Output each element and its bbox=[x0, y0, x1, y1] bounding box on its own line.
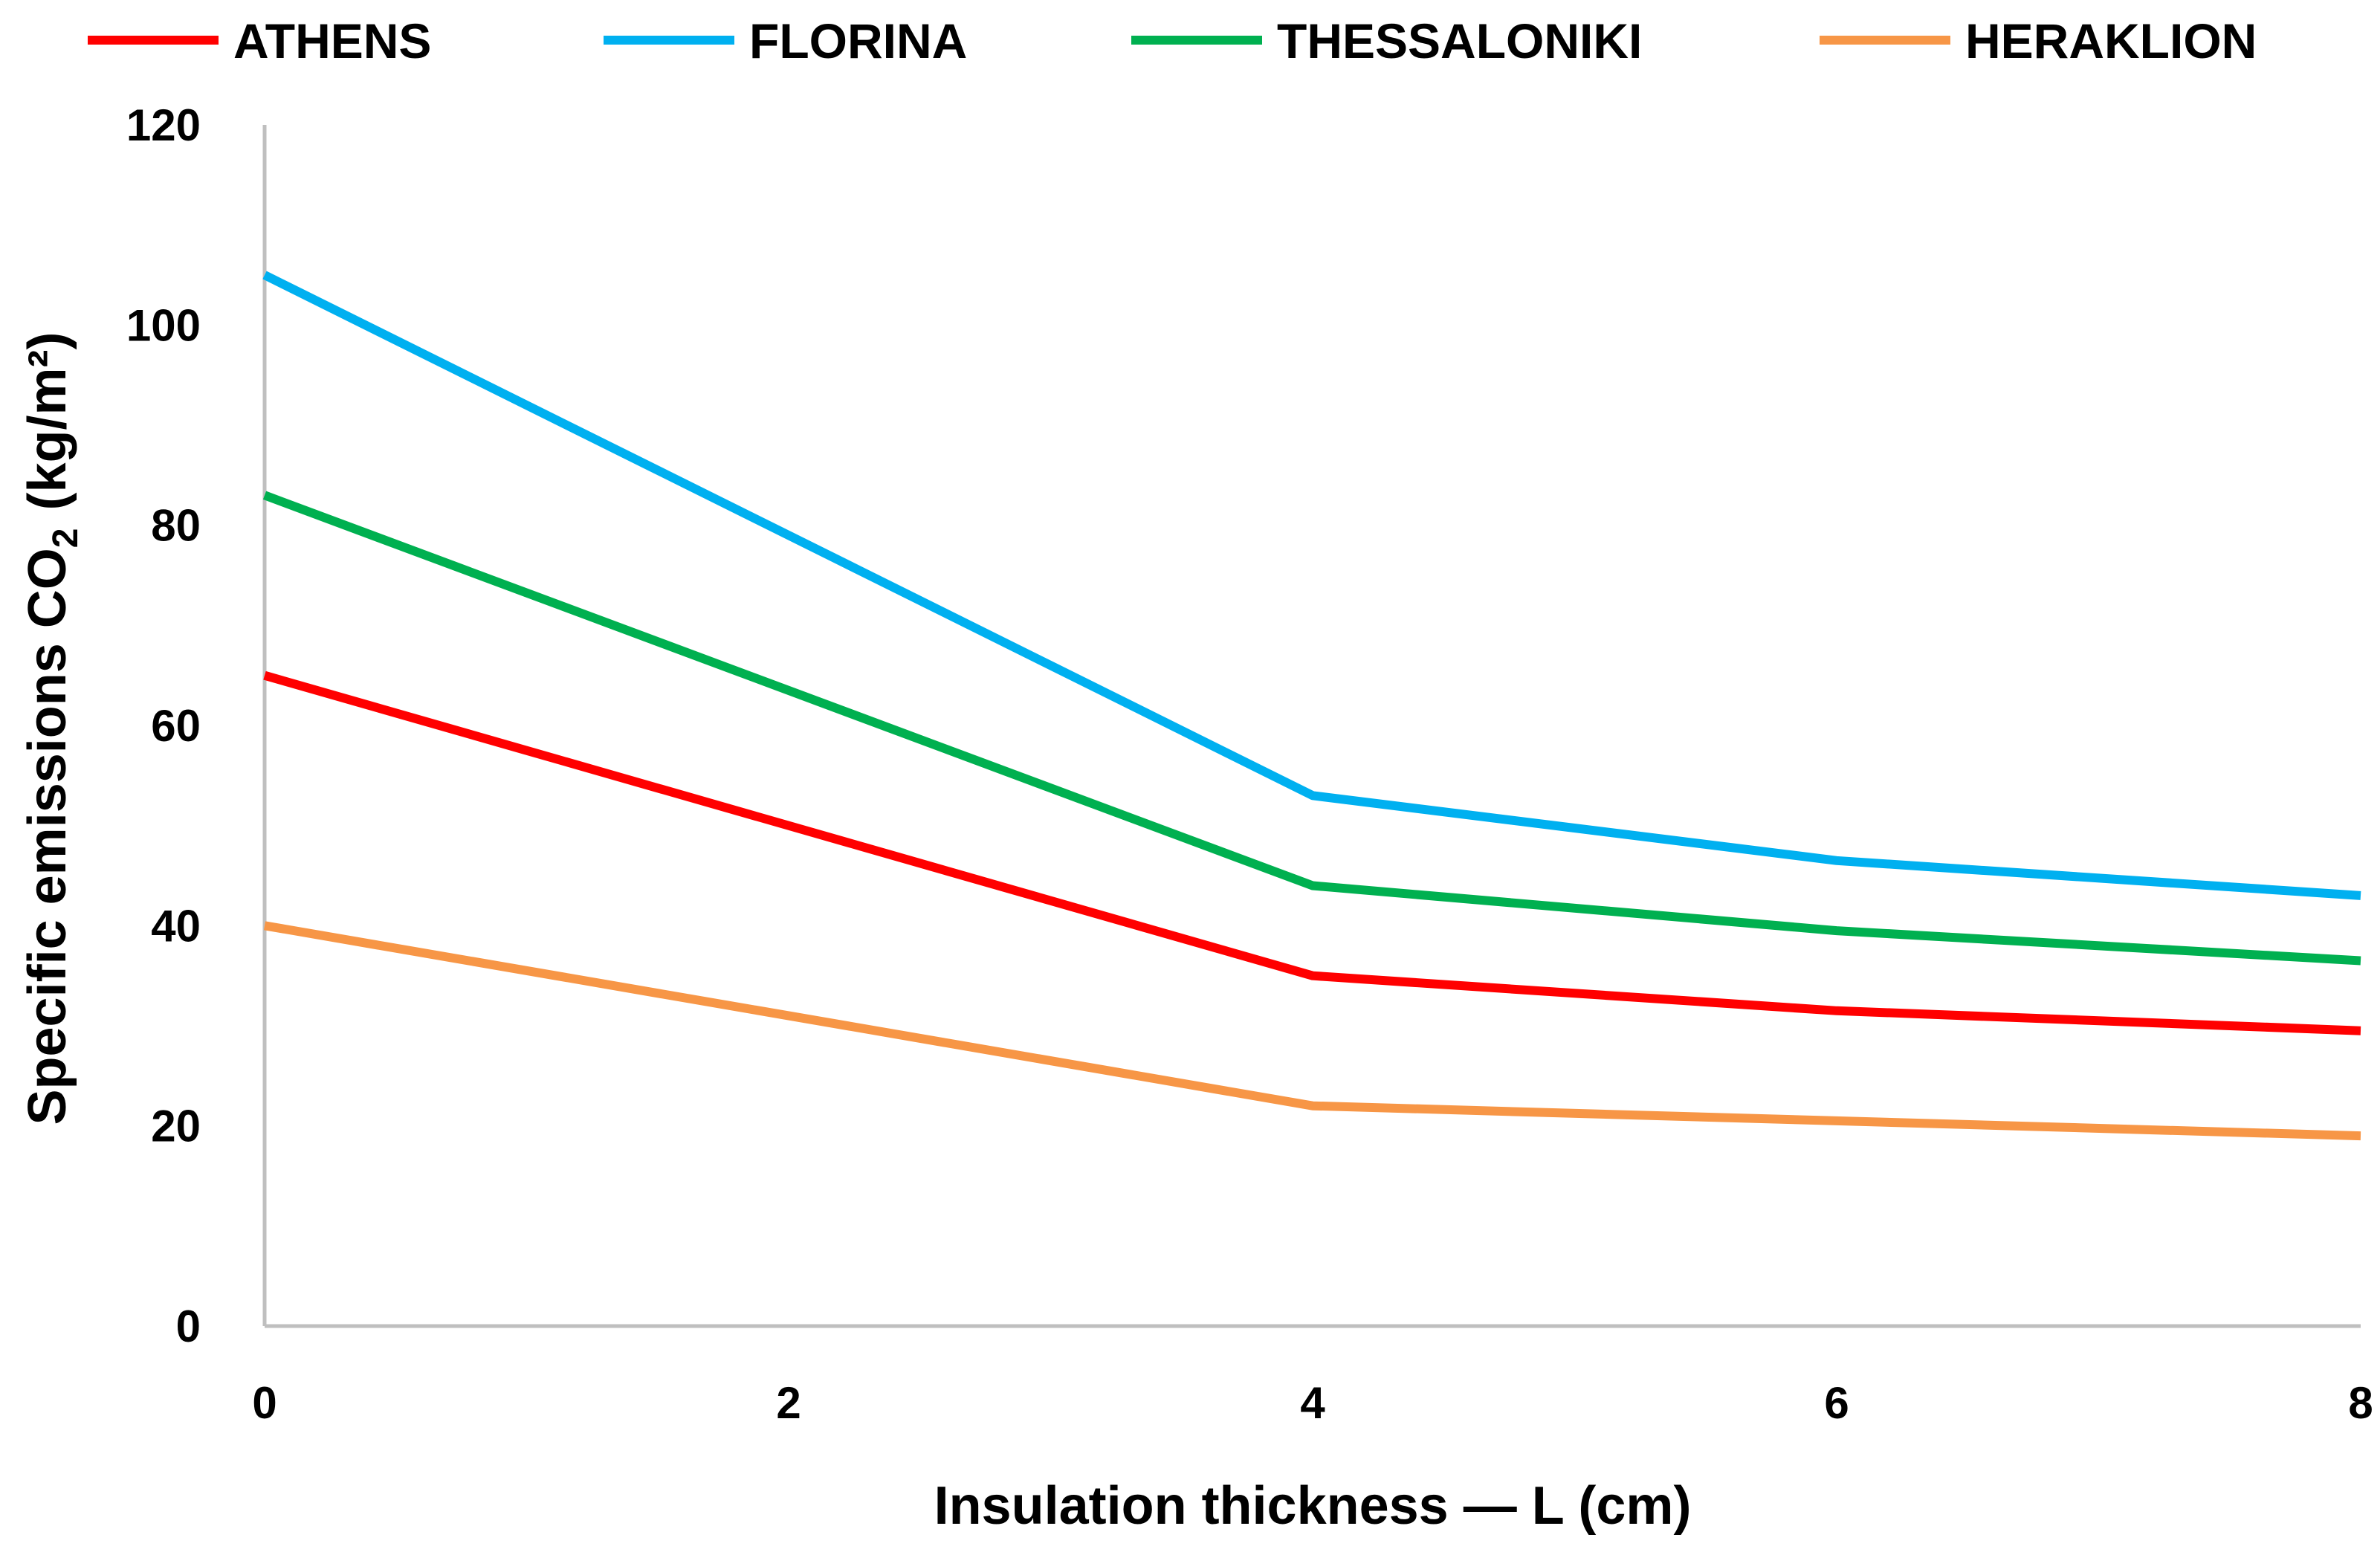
y-tick-label: 60 bbox=[151, 701, 201, 751]
x-tick-label: 6 bbox=[1824, 1378, 1849, 1428]
y-tick-label: 20 bbox=[151, 1102, 201, 1151]
y-tick-label: 120 bbox=[126, 100, 201, 150]
y-tick-labels: 0 20 40 60 80 100 120 bbox=[126, 100, 201, 1351]
y-tick-label: 0 bbox=[176, 1302, 201, 1351]
series-line-athens bbox=[263, 670, 2361, 1035]
x-axis-title: Insulation thickness — L (cm) bbox=[934, 1476, 1692, 1536]
y-axis-title: Specific emissions CO2 (kg/m²) bbox=[18, 332, 85, 1125]
y-tick-label: 80 bbox=[151, 501, 201, 551]
series-lines bbox=[262, 271, 2361, 1141]
legend-label: HERAKLION bbox=[1965, 13, 2257, 68]
legend-label: ATHENS bbox=[233, 13, 431, 68]
legend-item-heraklion: HERAKLION bbox=[1820, 13, 2257, 68]
legend: ATHENS FLORINA THESSALONIKI HERAKLION bbox=[88, 13, 2257, 68]
y-tick-label: 100 bbox=[126, 300, 201, 350]
y-axis-title-subscript: 2 bbox=[46, 528, 85, 548]
series-line-heraklion bbox=[263, 921, 2361, 1141]
legend-label: THESSALONIKI bbox=[1277, 13, 1642, 68]
legend-item-thessaloniki: THESSALONIKI bbox=[1131, 13, 1642, 68]
legend-item-athens: ATHENS bbox=[88, 13, 431, 68]
y-axis-title-unit: (kg/m²) bbox=[18, 332, 77, 511]
series-line-thessaloniki bbox=[262, 491, 2361, 966]
legend-item-florina: FLORINA bbox=[604, 13, 967, 68]
legend-label: FLORINA bbox=[749, 13, 967, 68]
x-tick-label: 0 bbox=[252, 1378, 277, 1428]
series-line-florina bbox=[262, 271, 2361, 900]
y-tick-label: 40 bbox=[151, 901, 201, 951]
y-axis-title-prefix: Specific emissions CO bbox=[18, 548, 77, 1125]
x-tick-label: 2 bbox=[776, 1378, 801, 1428]
x-tick-labels: 0 2 4 6 8 bbox=[252, 1378, 2373, 1428]
x-tick-label: 4 bbox=[1300, 1378, 1325, 1428]
x-tick-label: 8 bbox=[2348, 1378, 2373, 1428]
